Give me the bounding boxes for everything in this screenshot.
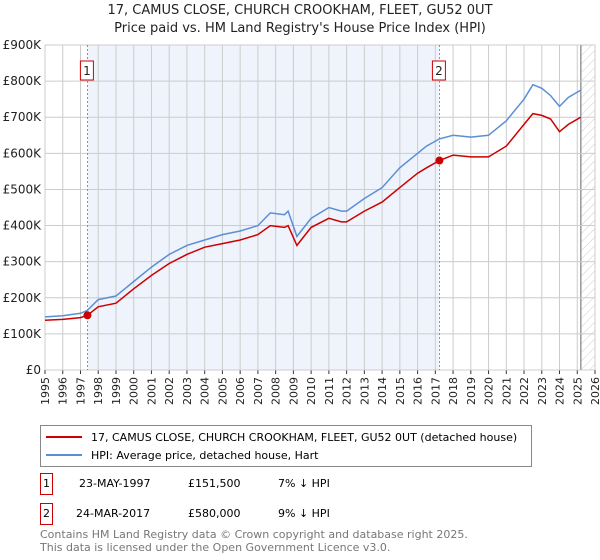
x-tick-label: 2014 bbox=[376, 377, 389, 405]
forecast-hatch bbox=[580, 45, 595, 370]
annotation-label: 1 bbox=[83, 64, 91, 78]
chart-title: 17, CAMUS CLOSE, CHURCH CROOKHAM, FLEET,… bbox=[107, 3, 493, 18]
x-tick-label: 2016 bbox=[412, 377, 425, 405]
footer: Contains HM Land Registry data © Crown c… bbox=[40, 528, 468, 554]
annotation-box bbox=[431, 60, 446, 81]
x-tick-label: 2024 bbox=[554, 377, 567, 405]
x-tick-label: 2000 bbox=[128, 377, 141, 405]
x-tick-label: 2001 bbox=[145, 377, 158, 405]
transaction-row: 2 24-MAR-2017 £580,000 9% ↓ HPI bbox=[40, 503, 440, 525]
footer-copyright: Contains HM Land Registry data © Crown c… bbox=[40, 528, 468, 541]
x-tick-label: 1999 bbox=[110, 377, 123, 405]
x-tick-label: 2011 bbox=[323, 377, 336, 405]
y-tick-label: £400K bbox=[3, 219, 43, 233]
transaction-price: £580,000 bbox=[188, 507, 241, 520]
x-tick-label: 2004 bbox=[199, 377, 212, 405]
y-tick-label: £100K bbox=[3, 327, 43, 341]
legend-item-property: 17, CAMUS CLOSE, CHURCH CROOKHAM, FLEET,… bbox=[41, 429, 517, 445]
blue-line-swatch bbox=[46, 454, 82, 456]
sale-point bbox=[435, 156, 444, 165]
legend-label: 17, CAMUS CLOSE, CHURCH CROOKHAM, FLEET,… bbox=[91, 430, 518, 444]
y-tick-label: £300K bbox=[3, 255, 43, 269]
legend-label: HPI: Average price, detached house, Hart bbox=[91, 448, 319, 462]
x-tick-label: 1998 bbox=[92, 377, 105, 405]
marker-badge: 2 bbox=[40, 503, 53, 525]
x-tick-label: 2015 bbox=[394, 377, 407, 405]
x-tick-label: 1997 bbox=[74, 377, 87, 405]
transaction-row: 1 23-MAY-1997 £151,500 7% ↓ HPI bbox=[40, 473, 440, 495]
x-tick-label: 2020 bbox=[483, 377, 496, 405]
series-line bbox=[44, 112, 582, 321]
transaction-hpi: 9% ↓ HPI bbox=[278, 507, 330, 520]
x-tick-label: 2012 bbox=[341, 377, 354, 405]
y-tick-label: £900K bbox=[3, 38, 43, 52]
x-tick-label: 2021 bbox=[500, 377, 513, 405]
x-tick-label: 2019 bbox=[465, 377, 478, 405]
marker-badge: 1 bbox=[40, 473, 53, 495]
series-line bbox=[44, 83, 582, 318]
transaction-price: £151,500 bbox=[188, 477, 241, 490]
red-line-swatch bbox=[46, 436, 82, 438]
sale-point bbox=[83, 311, 92, 320]
transaction-date: 24-MAR-2017 bbox=[76, 507, 151, 520]
footer-licence: This data is licensed under the Open Gov… bbox=[40, 541, 391, 554]
x-tick-label: 2002 bbox=[163, 377, 176, 405]
x-tick-label: 2025 bbox=[571, 377, 584, 405]
x-tick-label: 2013 bbox=[358, 377, 371, 405]
y-tick-label: £600K bbox=[3, 146, 43, 160]
ownership-shade bbox=[87, 45, 440, 370]
annotation-box bbox=[79, 60, 94, 81]
y-tick-label: £800K bbox=[3, 74, 43, 88]
y-tick-label: £200K bbox=[3, 291, 43, 305]
x-tick-label: 2010 bbox=[305, 377, 318, 405]
x-tick-label: 2007 bbox=[252, 377, 265, 405]
x-tick-label: 2017 bbox=[429, 377, 442, 405]
x-tick-label: 2022 bbox=[518, 377, 531, 405]
y-tick-label: £0 bbox=[26, 363, 41, 377]
x-tick-label: 2008 bbox=[270, 377, 283, 405]
x-tick-label: 2023 bbox=[536, 377, 549, 405]
annotation-label: 2 bbox=[435, 64, 443, 78]
legend: 17, CAMUS CLOSE, CHURCH CROOKHAM, FLEET,… bbox=[40, 425, 532, 467]
x-tick-label: 2005 bbox=[216, 377, 229, 405]
x-tick-label: 2009 bbox=[287, 377, 300, 405]
price-chart: 1995 1996 1997 1998 1999 2000 2001 2002 2003 2004… bbox=[3, 38, 600, 405]
x-tick-label: 2026 bbox=[589, 377, 600, 405]
y-tick-label: £500K bbox=[3, 182, 43, 196]
chart-subtitle: Price paid vs. HM Land Registry's House … bbox=[114, 21, 486, 36]
x-tick-label: 1996 bbox=[57, 377, 70, 405]
transaction-date: 23-MAY-1997 bbox=[79, 477, 151, 490]
x-tick-label: 2006 bbox=[234, 377, 247, 405]
x-tick-label: 2003 bbox=[181, 377, 194, 405]
x-tick-label: 1995 bbox=[39, 377, 52, 405]
y-tick-label: £700K bbox=[3, 110, 43, 124]
transaction-hpi: 7% ↓ HPI bbox=[278, 477, 330, 490]
x-tick-label: 2018 bbox=[447, 377, 460, 405]
legend-item-hpi: HPI: Average price, detached house, Hart bbox=[41, 447, 318, 463]
